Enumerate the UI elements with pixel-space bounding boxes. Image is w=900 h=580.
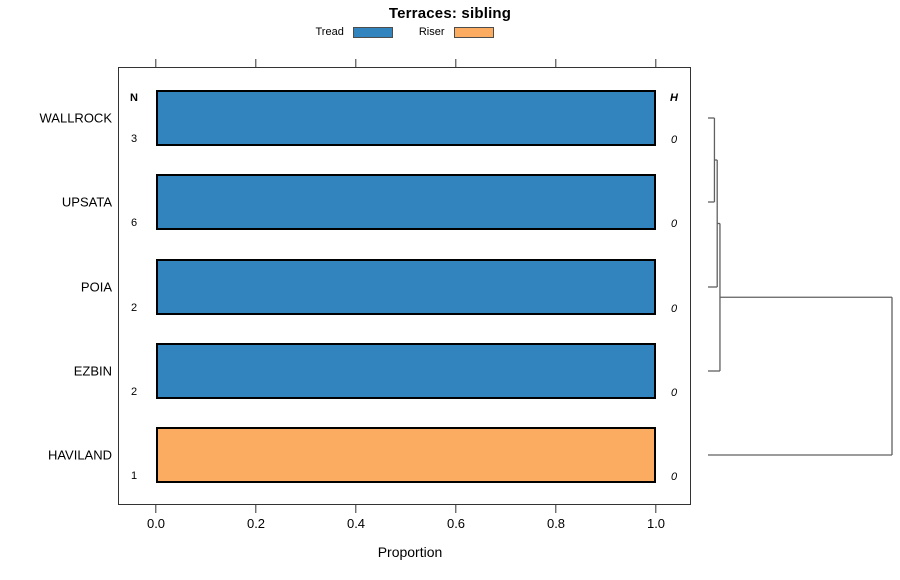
x-axis-tick-label: 0.6 xyxy=(446,516,466,531)
h-value: 0 xyxy=(670,134,678,146)
legend-label: Tread xyxy=(315,26,344,38)
x-axis-tick-label: 0.2 xyxy=(246,516,266,531)
y-category-label: POIA xyxy=(80,279,112,295)
x-axis-tick-bottom xyxy=(655,505,657,513)
x-axis-tick-bottom xyxy=(355,505,357,513)
h-column-header: H xyxy=(670,92,678,104)
y-category-label: HAVILAND xyxy=(47,447,112,463)
n-value: 6 xyxy=(130,217,138,229)
x-axis-tick-bottom xyxy=(255,505,257,513)
h-value: 0 xyxy=(670,387,678,399)
x-axis-tick-label: 0.4 xyxy=(346,516,366,531)
legend-label: Riser xyxy=(418,26,445,38)
h-value: 0 xyxy=(670,471,678,483)
bar-segment-tread xyxy=(156,259,656,315)
x-axis-tick-top xyxy=(155,59,157,67)
n-value: 3 xyxy=(130,133,138,145)
x-axis-tick-top xyxy=(555,59,557,67)
n-column-header: N xyxy=(130,92,138,104)
legend-item-tread: Tread xyxy=(316,26,393,38)
n-value: 1 xyxy=(130,470,138,482)
x-axis-title: Proportion xyxy=(377,544,443,560)
h-value: 0 xyxy=(670,218,678,230)
bar-segment-riser xyxy=(156,427,656,483)
x-axis-tick-top xyxy=(655,59,657,67)
legend-swatch-riser-icon xyxy=(453,26,494,38)
x-axis-tick-top xyxy=(255,59,257,67)
x-axis-tick-bottom xyxy=(455,505,457,513)
y-category-label: UPSATA xyxy=(61,194,112,210)
legend-item-riser: Riser xyxy=(419,26,494,38)
chart-title: Terraces: sibling xyxy=(388,5,512,22)
y-category-label: WALLROCK xyxy=(39,110,112,126)
n-value: 2 xyxy=(130,302,138,314)
legend: Tread Riser xyxy=(118,23,691,41)
y-category-label: EZBIN xyxy=(73,363,112,379)
x-axis-tick-label: 0.0 xyxy=(146,516,166,531)
legend-swatch-tread-icon xyxy=(352,26,393,38)
x-axis-tick-label: 0.8 xyxy=(546,516,566,531)
x-axis-tick-label: 1.0 xyxy=(646,516,666,531)
x-axis-tick-bottom xyxy=(155,505,157,513)
bar-segment-tread xyxy=(156,174,656,230)
x-axis-tick-bottom xyxy=(555,505,557,513)
x-axis-tick-top xyxy=(455,59,457,67)
bar-segment-tread xyxy=(156,90,656,146)
bar-segment-tread xyxy=(156,343,656,399)
n-value: 2 xyxy=(130,386,138,398)
h-value: 0 xyxy=(670,303,678,315)
x-axis-tick-top xyxy=(355,59,357,67)
